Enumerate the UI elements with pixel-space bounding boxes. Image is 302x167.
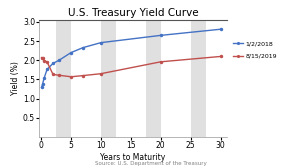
Bar [191,20,206,137]
1/2/2018 [99,42,103,44]
8/15/2019 [42,60,46,62]
Line: 1/2/2018: 1/2/2018 [40,28,222,89]
Title: U.S. Treasury Yield Curve: U.S. Treasury Yield Curve [68,8,198,18]
1/2/2018 [69,52,73,54]
1/2/2018 [40,87,43,89]
Y-axis label: Yield (%): Yield (%) [11,62,20,95]
Bar [56,20,71,137]
8/15/2019 [41,57,44,59]
1/2/2018 [219,28,222,30]
Legend: 1/2/2018, 8/15/2019: 1/2/2018, 8/15/2019 [233,41,277,59]
1/2/2018 [57,59,61,61]
8/15/2019 [81,75,85,77]
8/15/2019 [40,57,43,59]
1/2/2018 [51,62,55,64]
8/15/2019 [45,61,49,63]
1/2/2018 [42,77,46,79]
1/2/2018 [81,47,85,49]
8/15/2019 [69,76,73,78]
8/15/2019 [219,55,222,57]
8/15/2019 [57,74,61,76]
Text: Source: U.S. Department of the Treasury: Source: U.S. Department of the Treasury [95,161,207,166]
Line: 8/15/2019: 8/15/2019 [40,55,222,78]
8/15/2019 [51,73,55,75]
1/2/2018 [41,83,44,85]
X-axis label: Years to Maturity: Years to Maturity [100,153,165,162]
1/2/2018 [159,34,162,36]
Bar [101,20,116,137]
1/2/2018 [45,68,49,70]
8/15/2019 [159,61,162,63]
Bar [146,20,161,137]
8/15/2019 [99,73,103,75]
